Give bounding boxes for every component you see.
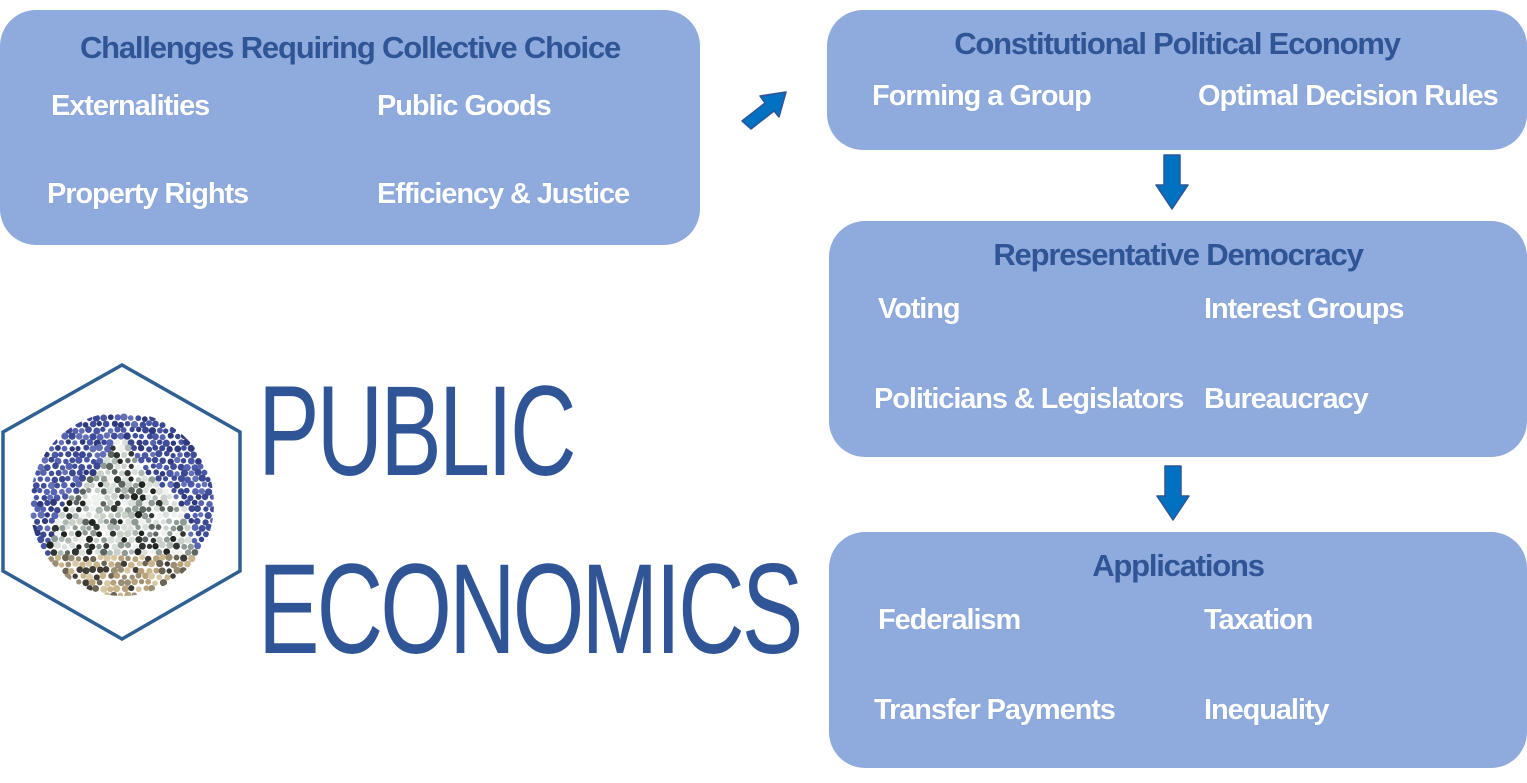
applications-title: Applications <box>1092 548 1265 583</box>
representative-title: Representative Democracy <box>993 237 1363 272</box>
applications-box: Applications Federalism Taxation Transfe… <box>829 532 1527 768</box>
constitutional-title: Constitutional Political Economy <box>954 26 1401 61</box>
item-transfer-payments: Transfer Payments <box>874 694 1116 726</box>
constitutional-box: Constitutional Political Economy Forming… <box>827 10 1527 150</box>
arrow-down-icon <box>1156 465 1190 521</box>
item-optimal-decision-rules: Optimal Decision Rules <box>1198 80 1499 112</box>
arrow-down-icon <box>1155 154 1189 210</box>
item-federalism: Federalism <box>878 604 1021 636</box>
capitol-dome-hexagon-icon <box>1 362 242 642</box>
item-externalities: Externalities <box>51 90 210 122</box>
main-title-line-1: PUBLIC <box>258 360 577 503</box>
item-taxation: Taxation <box>1204 604 1313 636</box>
item-property-rights: Property Rights <box>47 178 249 210</box>
item-politicians-legislators: Politicians & Legislators <box>874 383 1184 415</box>
item-bureaucracy: Bureaucracy <box>1204 383 1369 415</box>
challenges-title: Challenges Requiring Collective Choice <box>79 30 621 65</box>
item-voting: Voting <box>878 293 961 325</box>
item-interest-groups: Interest Groups <box>1204 293 1405 325</box>
item-public-goods: Public Goods <box>377 90 552 122</box>
item-efficiency-justice: Efficiency & Justice <box>377 178 630 210</box>
challenges-box: Challenges Requiring Collective Choice E… <box>0 10 700 245</box>
main-title-line-2: ECONOMICS <box>258 538 803 681</box>
arrow-up-right-icon <box>741 91 787 130</box>
item-inequality: Inequality <box>1204 694 1329 726</box>
representative-democracy-box: Representative Democracy Voting Interest… <box>829 221 1527 457</box>
item-forming-a-group: Forming a Group <box>872 80 1092 112</box>
